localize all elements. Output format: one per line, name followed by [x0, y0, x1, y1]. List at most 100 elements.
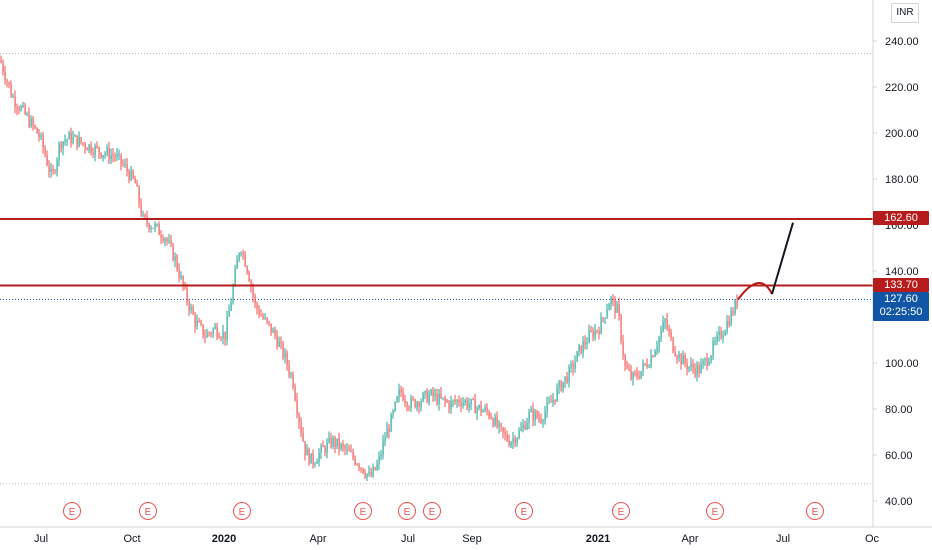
candle-body: [450, 401, 452, 409]
candle-body: [228, 310, 230, 317]
candle-body: [0, 59, 2, 63]
candle-body: [634, 372, 636, 374]
earnings-marker-label: E: [69, 507, 76, 518]
candle-body: [442, 397, 444, 399]
candle-body: [374, 467, 376, 470]
candle-body: [76, 135, 78, 147]
candle-body: [714, 341, 716, 343]
candle-body: [534, 411, 536, 421]
earnings-marker-circle: [354, 502, 372, 520]
candle-body: [116, 154, 118, 158]
candle-body: [696, 365, 698, 376]
horizontal-levels[interactable]: [0, 218, 873, 287]
dotted-range-lines: [0, 53, 873, 485]
candle-body: [704, 358, 706, 361]
candle-body: [194, 314, 196, 327]
projection-line: [771, 222, 794, 295]
candle-body: [298, 414, 300, 423]
candle-body: [628, 368, 630, 371]
candle-body: [724, 331, 726, 336]
candle-body: [160, 235, 162, 239]
candle-body: [32, 118, 34, 126]
candle-body: [454, 400, 456, 403]
candle-body: [484, 407, 486, 411]
candle-body: [612, 297, 614, 300]
candle-body: [588, 330, 590, 343]
x-tick-label: 2020: [212, 533, 236, 545]
candle-body: [692, 364, 694, 369]
time-axis[interactable]: Jul Oct 2020 Apr Jul Sep 2021 Apr Jul Oc: [0, 526, 932, 545]
candle-body: [372, 467, 374, 477]
candle-body: [680, 354, 682, 365]
last-price-value: 127.60: [884, 293, 918, 305]
candle-body: [662, 322, 664, 331]
candle-body: [522, 424, 524, 429]
candle-body: [676, 355, 678, 359]
candle-body: [412, 398, 414, 400]
earnings-marker-circle: [515, 502, 533, 520]
candle-body: [302, 432, 304, 442]
candle-body: [112, 154, 114, 156]
earnings-marker-label: E: [360, 507, 367, 518]
candle-body: [556, 387, 558, 402]
candle-body: [708, 361, 710, 366]
candle-body: [16, 106, 18, 109]
candle-body: [656, 346, 658, 352]
candle-body: [732, 311, 734, 314]
candle-body: [322, 445, 324, 448]
candle-body: [428, 394, 430, 403]
candle-body: [98, 147, 100, 153]
candle-body: [602, 317, 604, 319]
candle-body: [550, 401, 552, 403]
candle-body: [238, 253, 240, 260]
candle-body: [574, 361, 576, 369]
x-tick-label: Jul: [776, 533, 790, 545]
candle-body: [326, 442, 328, 453]
candle-body: [398, 389, 400, 397]
candle-body: [510, 442, 512, 446]
candle-body: [650, 355, 652, 367]
price-axis[interactable]: 240.00220.00200.00180.00160.00140.00120.…: [872, 0, 919, 527]
x-tick-label: Jul: [34, 533, 48, 545]
candle-body: [308, 448, 310, 464]
candle-body: [334, 437, 336, 447]
candle-body: [506, 434, 508, 441]
candle-body: [72, 136, 74, 143]
candle-body: [190, 307, 192, 311]
candle-body: [108, 147, 110, 160]
candle-body: [496, 416, 498, 427]
candle-body: [314, 463, 316, 465]
candle-body: [58, 143, 60, 160]
candle-body: [414, 399, 416, 408]
candle-body: [188, 301, 190, 311]
candle-body: [552, 399, 554, 403]
candle-body: [336, 438, 338, 447]
x-tick-label: 2021: [586, 533, 610, 545]
candle-body: [122, 163, 124, 165]
earnings-marker-circle: [423, 502, 441, 520]
candle-body: [488, 411, 490, 417]
candle-body: [722, 335, 724, 338]
candle-body: [288, 365, 290, 375]
currency-button[interactable]: INR: [891, 3, 919, 23]
projection-drawing[interactable]: [737, 222, 794, 301]
candle-body: [224, 331, 226, 340]
candle-body: [272, 329, 274, 333]
earnings-marker-circle: [806, 502, 824, 520]
candle-body: [80, 137, 82, 143]
candle-body: [544, 411, 546, 421]
y-tick-label: 40.00: [885, 496, 913, 508]
candle-body: [152, 227, 154, 229]
candle-body: [34, 125, 36, 128]
candle-body: [416, 402, 418, 408]
candle-body: [542, 420, 544, 422]
candle-body: [554, 399, 556, 402]
candle-body: [582, 341, 584, 354]
candle-body: [380, 454, 382, 457]
earnings-marker-circle: [63, 502, 81, 520]
candle-body: [540, 418, 542, 422]
candle-body: [96, 145, 98, 148]
candle-body: [508, 440, 510, 446]
